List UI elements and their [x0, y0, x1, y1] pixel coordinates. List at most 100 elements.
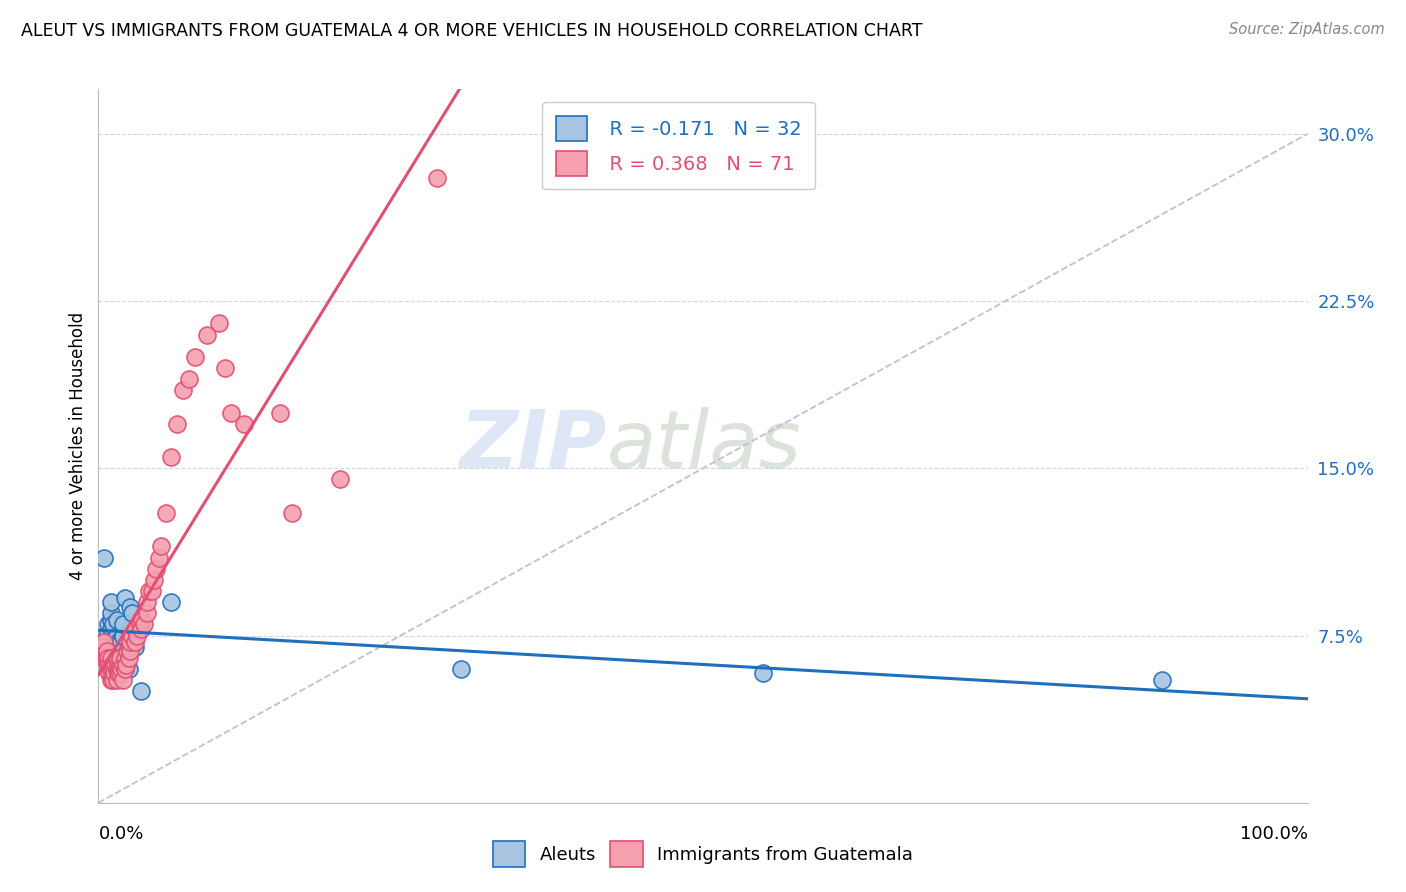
Point: [107, 644, 129, 658]
Point: [111, 644, 134, 658]
Point: [91, 644, 114, 658]
Point: [118, 635, 141, 649]
Point: [100, 613, 122, 627]
Point: [111, 657, 134, 672]
Point: [150, 539, 173, 553]
Point: [208, 317, 231, 331]
Point: [100, 662, 122, 676]
Point: [94, 648, 117, 663]
Point: [108, 640, 131, 654]
Point: [100, 657, 122, 672]
Point: [121, 607, 143, 621]
Point: [97, 662, 120, 676]
Point: [96, 655, 118, 669]
Point: [105, 613, 128, 627]
Point: [115, 657, 138, 672]
Point: [100, 651, 122, 665]
Point: [111, 617, 134, 632]
Point: [96, 628, 118, 642]
Point: [127, 628, 149, 642]
Text: ALEUT VS IMMIGRANTS FROM GUATEMALA 4 OR MORE VEHICLES IN HOUSEHOLD CORRELATION C: ALEUT VS IMMIGRANTS FROM GUATEMALA 4 OR …: [21, 22, 922, 40]
Point: [124, 635, 146, 649]
Point: [184, 350, 207, 364]
Point: [214, 360, 236, 375]
Point: [141, 583, 163, 598]
Point: [103, 666, 125, 681]
Point: [145, 562, 167, 576]
Point: [93, 550, 115, 565]
Point: [329, 473, 352, 487]
Point: [118, 662, 141, 676]
Point: [134, 617, 156, 632]
Point: [131, 613, 153, 627]
Point: [148, 550, 170, 565]
Point: [107, 666, 129, 681]
Point: [118, 644, 141, 658]
Point: [103, 631, 125, 645]
Point: [752, 666, 775, 681]
Point: [172, 384, 194, 398]
Point: [166, 417, 188, 431]
Point: [177, 372, 201, 386]
Point: [110, 662, 132, 676]
Point: [221, 405, 243, 420]
Point: [114, 651, 136, 665]
Point: [108, 662, 131, 676]
Y-axis label: 4 or more Vehicles in Household: 4 or more Vehicles in Household: [69, 312, 87, 580]
Text: 0.0%: 0.0%: [98, 825, 143, 843]
Point: [195, 327, 218, 342]
Point: [114, 662, 136, 676]
Point: [108, 633, 131, 648]
Point: [269, 405, 291, 420]
Point: [107, 657, 129, 672]
Point: [100, 673, 122, 687]
Point: [155, 506, 177, 520]
Point: [108, 651, 131, 665]
Point: [101, 617, 124, 632]
Point: [98, 666, 121, 681]
Point: [450, 662, 472, 676]
Point: [100, 669, 122, 683]
Text: 100.0%: 100.0%: [1240, 825, 1308, 843]
Point: [160, 450, 183, 465]
Point: [97, 651, 120, 665]
Point: [105, 651, 128, 665]
Point: [100, 607, 122, 621]
Point: [117, 644, 139, 658]
Point: [118, 651, 141, 665]
Point: [98, 657, 121, 672]
Point: [135, 607, 157, 621]
Point: [124, 622, 146, 636]
Point: [114, 591, 136, 605]
Point: [108, 657, 131, 672]
Point: [104, 657, 127, 672]
Point: [105, 640, 128, 654]
Point: [129, 684, 152, 698]
Point: [135, 595, 157, 609]
Point: [93, 635, 115, 649]
Point: [426, 171, 449, 186]
Point: [101, 673, 124, 687]
Point: [111, 628, 134, 642]
Text: ZIP: ZIP: [458, 407, 606, 485]
Point: [118, 640, 141, 654]
Point: [93, 651, 115, 665]
Point: [91, 640, 114, 654]
Point: [101, 662, 124, 676]
Legend:   R = -0.171   N = 32,   R = 0.368   N = 71: R = -0.171 N = 32, R = 0.368 N = 71: [543, 103, 815, 189]
Point: [108, 666, 131, 681]
Legend: Aleuts, Immigrants from Guatemala: Aleuts, Immigrants from Guatemala: [485, 834, 921, 874]
Point: [1152, 673, 1174, 687]
Text: Source: ZipAtlas.com: Source: ZipAtlas.com: [1229, 22, 1385, 37]
Point: [110, 635, 132, 649]
Point: [143, 573, 166, 587]
Point: [111, 673, 134, 687]
Text: atlas: atlas: [606, 407, 801, 485]
Point: [121, 628, 143, 642]
Point: [108, 651, 131, 665]
Point: [100, 622, 122, 636]
Point: [103, 635, 125, 649]
Point: [105, 628, 128, 642]
Point: [232, 417, 254, 431]
Point: [129, 622, 152, 636]
